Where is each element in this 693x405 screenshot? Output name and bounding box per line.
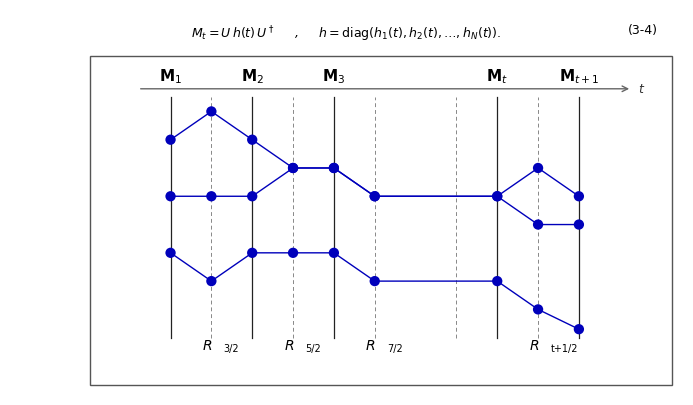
Text: t+1/2: t+1/2: [550, 343, 578, 354]
Text: $M_t = U\,h(t)\,U^\dagger$     ,     $h = \mathrm{diag}(h_1(t), h_2(t), \ldots, : $M_t = U\,h(t)\,U^\dagger$ , $h = \mathr…: [191, 24, 502, 44]
Point: [247, 194, 258, 200]
Point: [532, 307, 543, 313]
Point: [573, 326, 584, 333]
Text: $\mathbf{M}_{3}$: $\mathbf{M}_{3}$: [322, 67, 346, 85]
Point: [328, 165, 340, 172]
Point: [288, 165, 299, 172]
Point: [165, 194, 176, 200]
Point: [573, 222, 584, 228]
Point: [532, 222, 543, 228]
Point: [247, 137, 258, 144]
Text: $t$: $t$: [638, 83, 645, 96]
Point: [369, 194, 380, 200]
Text: (3-4): (3-4): [629, 24, 658, 37]
Point: [165, 137, 176, 144]
Point: [288, 165, 299, 172]
Point: [491, 278, 502, 285]
Text: 5/2: 5/2: [306, 343, 321, 354]
Text: $\mathbf{M}_{2}$: $\mathbf{M}_{2}$: [240, 67, 264, 85]
Point: [491, 194, 502, 200]
Text: $R$: $R$: [529, 338, 539, 352]
Text: $\mathbf{M}_{t}$: $\mathbf{M}_{t}$: [486, 67, 508, 85]
Text: 7/2: 7/2: [387, 343, 403, 354]
Bar: [90, 57, 672, 385]
Text: $R$: $R$: [284, 338, 294, 352]
Point: [532, 165, 543, 172]
Point: [206, 194, 217, 200]
Point: [369, 194, 380, 200]
Point: [206, 278, 217, 285]
Point: [328, 165, 340, 172]
Point: [491, 194, 502, 200]
Point: [247, 250, 258, 256]
Text: 3/2: 3/2: [224, 343, 239, 354]
Text: $R$: $R$: [202, 338, 213, 352]
Point: [369, 278, 380, 285]
Point: [288, 250, 299, 256]
Point: [573, 194, 584, 200]
Text: $\mathbf{M}_{1}$: $\mathbf{M}_{1}$: [159, 67, 182, 85]
Point: [328, 250, 340, 256]
Text: $\mathbf{M}_{t+1}$: $\mathbf{M}_{t+1}$: [559, 67, 599, 85]
Point: [165, 250, 176, 256]
Point: [206, 109, 217, 115]
Text: $R$: $R$: [365, 338, 376, 352]
